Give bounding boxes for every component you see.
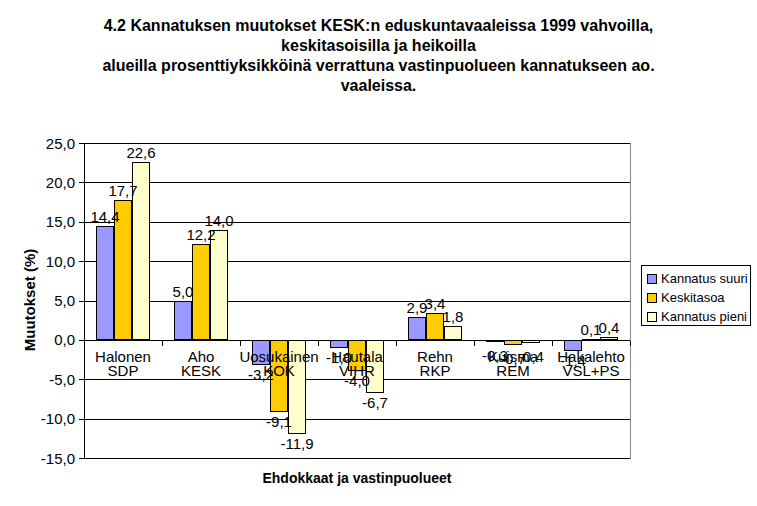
y-tick-label: 0,0 (15, 332, 75, 347)
bar-kannatus-suuri-hautala (330, 340, 348, 348)
bar-keskitasoa-hakalehto (582, 339, 600, 341)
data-label-keskitasoa-halonen: 17,7 (108, 184, 137, 198)
bar-kannatus-suuri-rehn (408, 317, 426, 340)
x-axis-tick (630, 341, 631, 346)
bar-kannatus-pieni-kuisma (522, 340, 540, 343)
data-label-kannatus-pieni-kuisma: -0,4 (518, 350, 544, 364)
y-axis-line (84, 143, 85, 459)
category-party: SDP (95, 364, 151, 378)
data-label-kannatus-pieni-uosukainen: -11,9 (280, 437, 313, 451)
x-axis-tick (396, 341, 397, 346)
category-label-rehn: RehnRKP (417, 350, 453, 378)
bar-kannatus-pieni-hakalehto (600, 337, 618, 340)
data-label-kannatus-pieni-halonen: 22,6 (126, 146, 155, 160)
x-axis-tick (162, 341, 163, 346)
bar-kannatus-pieni-aho (210, 230, 228, 340)
data-label-kannatus-suuri-hautala: -1,0 (326, 351, 352, 365)
bar-keskitasoa-aho (192, 244, 210, 340)
bar-keskitasoa-rehn (426, 313, 444, 340)
legend: Kannatus suuri Keskitasoa Kannatus pieni (641, 265, 751, 326)
data-label-kannatus-suuri-hakalehto: -1,4 (560, 354, 586, 368)
data-label-kannatus-pieni-aho: 14,0 (204, 214, 233, 228)
bar-chart: Muutokset (%) Ehdokkaat ja vastinpuoluee… (0, 0, 757, 506)
data-label-kannatus-pieni-rehn: 1,8 (443, 310, 464, 324)
y-tick-label: -10,0 (15, 411, 75, 426)
data-label-keskitasoa-uosukainen: -9,1 (266, 415, 292, 429)
legend-label: Kannatus suuri (661, 272, 748, 286)
legend-label: Keskitasoa (661, 291, 725, 305)
chart-title-line: alueilla prosenttiyksikköinä verrattuna … (0, 56, 757, 76)
legend-item-keskitasoa: Keskitasoa (647, 288, 725, 307)
data-label-kannatus-pieni-hakalehto: 0,4 (599, 321, 620, 335)
gridline (84, 143, 630, 144)
chart-title-line: vaaleissa. (0, 76, 757, 96)
legend-swatch (647, 312, 657, 322)
bar-keskitasoa-kuisma (504, 340, 522, 346)
y-tick-label: 20,0 (15, 175, 75, 190)
chart-title-line: 4.2 Kannatuksen muutokset KESK:n eduskun… (0, 16, 757, 36)
chart-title-line: keskitasoisilla ja heikoilla (0, 36, 757, 56)
gridline (84, 182, 630, 183)
x-axis-tick (84, 341, 85, 346)
bar-kannatus-suuri-kuisma (486, 340, 504, 342)
data-label-keskitasoa-aho: 12,2 (186, 228, 215, 242)
gridline (84, 222, 630, 223)
y-tick-label: 10,0 (15, 254, 75, 269)
y-tick-label: -15,0 (15, 451, 75, 466)
gridline (84, 301, 630, 302)
gridline (84, 458, 630, 459)
legend-item-kannatus-suuri: Kannatus suuri (647, 269, 748, 288)
plot-border-right (630, 143, 631, 459)
y-tick-label: 5,0 (15, 293, 75, 308)
x-axis-tick (474, 341, 475, 346)
data-label-kannatus-suuri-uosukainen: -3,2 (248, 368, 274, 382)
data-label-kannatus-suuri-aho: 5,0 (173, 285, 194, 299)
data-label-keskitasoa-hautala: -4,0 (344, 374, 370, 388)
y-tick-label: -5,0 (15, 372, 75, 387)
category-label-halonen: HalonenSDP (95, 350, 151, 378)
bar-kannatus-suuri-aho (174, 301, 192, 340)
legend-item-kannatus-pieni: Kannatus pieni (647, 307, 747, 326)
category-party: RKP (417, 364, 453, 378)
legend-swatch (647, 293, 657, 303)
x-axis-title: Ehdokkaat ja vastinpuolueet (262, 470, 451, 486)
legend-label: Kannatus pieni (661, 310, 747, 324)
bar-kannatus-suuri-halonen (96, 226, 114, 339)
y-tick-label: 25,0 (15, 136, 75, 151)
x-axis-tick (552, 341, 553, 346)
y-tick-label: 15,0 (15, 214, 75, 229)
bar-kannatus-pieni-rehn (444, 326, 462, 340)
gridline (84, 261, 630, 262)
data-label-kannatus-pieni-hautala: -6,7 (362, 396, 388, 410)
legend-swatch (647, 274, 657, 284)
category-party: KESK (181, 364, 221, 378)
category-label-aho: AhoKESK (181, 350, 221, 378)
x-axis-tick (318, 341, 319, 346)
data-label-kannatus-suuri-halonen: 14,4 (90, 210, 119, 224)
gridline (84, 419, 630, 420)
x-axis-tick (240, 341, 241, 346)
